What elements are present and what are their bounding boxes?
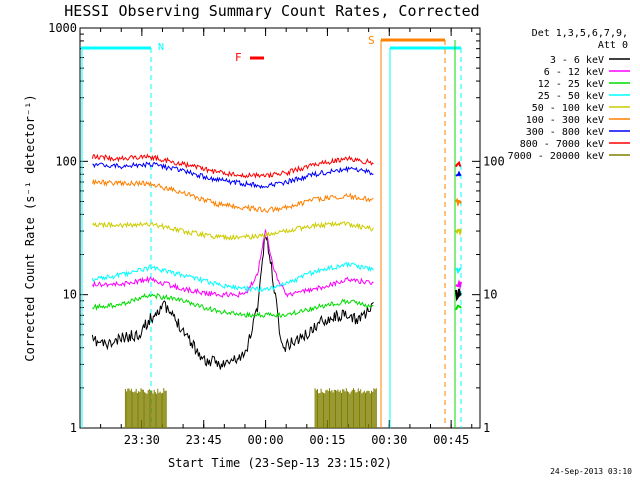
- legend-header: Att 0: [598, 40, 628, 51]
- legend-label: 3 - 6 keV: [550, 55, 604, 66]
- x-tick-label: 23:30: [124, 433, 160, 447]
- series-line-1: [91, 228, 374, 298]
- series-tail-6: [455, 170, 462, 177]
- series-line-7: [91, 153, 374, 180]
- y-tick-label-right: 10: [483, 288, 497, 302]
- series-tail-2: [455, 304, 462, 311]
- series-line-6: [92, 161, 374, 190]
- y-tick-label: 100: [55, 154, 77, 168]
- night-flag-label: N: [158, 42, 164, 53]
- x-tick-label: 23:45: [186, 433, 222, 447]
- y-tick-label-right: 100: [483, 154, 505, 168]
- series-group: [91, 153, 462, 428]
- x-tick-label: 00:15: [309, 433, 345, 447]
- y-tick-label: 1000: [48, 21, 77, 35]
- legend-label: 100 - 300 keV: [526, 115, 604, 126]
- series-tail-4: [455, 228, 462, 237]
- flare-flag-label: F: [235, 51, 242, 64]
- series-line-5: [91, 178, 374, 214]
- y-tick-label: 1: [70, 421, 77, 435]
- y-tick-label: 10: [63, 288, 77, 302]
- series-line-4: [92, 220, 374, 241]
- legend-label: 300 - 800 keV: [526, 127, 604, 138]
- plot-frame: [79, 27, 481, 429]
- saa-flag-label: S: [368, 34, 375, 47]
- legend-label: 50 - 100 keV: [532, 103, 604, 114]
- y-axis-label: Corrected Count Rate (s⁻¹ detector⁻¹): [23, 94, 37, 361]
- series-tail-5: [455, 197, 462, 208]
- x-tick-label: 00:00: [248, 433, 284, 447]
- chart-title: HESSI Observing Summary Count Rates, Cor…: [64, 2, 479, 20]
- series-tail-7: [455, 160, 462, 168]
- x-tick-label: 00:30: [371, 433, 407, 447]
- series-line-3: [91, 261, 374, 293]
- footer-date: 24-Sep-2013 03:10: [550, 467, 632, 476]
- series-line-2: [92, 292, 374, 319]
- legend-label: 7000 - 20000 keV: [508, 151, 604, 162]
- series-tail-3: [455, 267, 462, 275]
- legend-label: 25 - 50 keV: [538, 91, 604, 102]
- series-line-8: [124, 388, 377, 428]
- flag-overlays: N F S: [81, 34, 462, 428]
- axis-ticks: 23:30 23:45 00:00 00:15 00:30 00:45 1 10 100 1000…: [48, 21, 505, 447]
- series-tail-0: [455, 288, 462, 302]
- legend-header: Det 1,3,5,6,7,9,: [532, 28, 628, 39]
- x-axis-label: Start Time (23-Sep-13 23:15:02): [168, 456, 392, 470]
- legend-label: 6 - 12 keV: [544, 67, 604, 78]
- y-tick-label-right: 1: [483, 421, 490, 435]
- series-line-0: [91, 235, 374, 370]
- x-tick-label: 00:45: [433, 433, 469, 447]
- series-tail-1: [455, 279, 462, 290]
- legend-label: 800 - 7000 keV: [520, 139, 604, 150]
- legend-label: 12 - 25 keV: [538, 79, 604, 90]
